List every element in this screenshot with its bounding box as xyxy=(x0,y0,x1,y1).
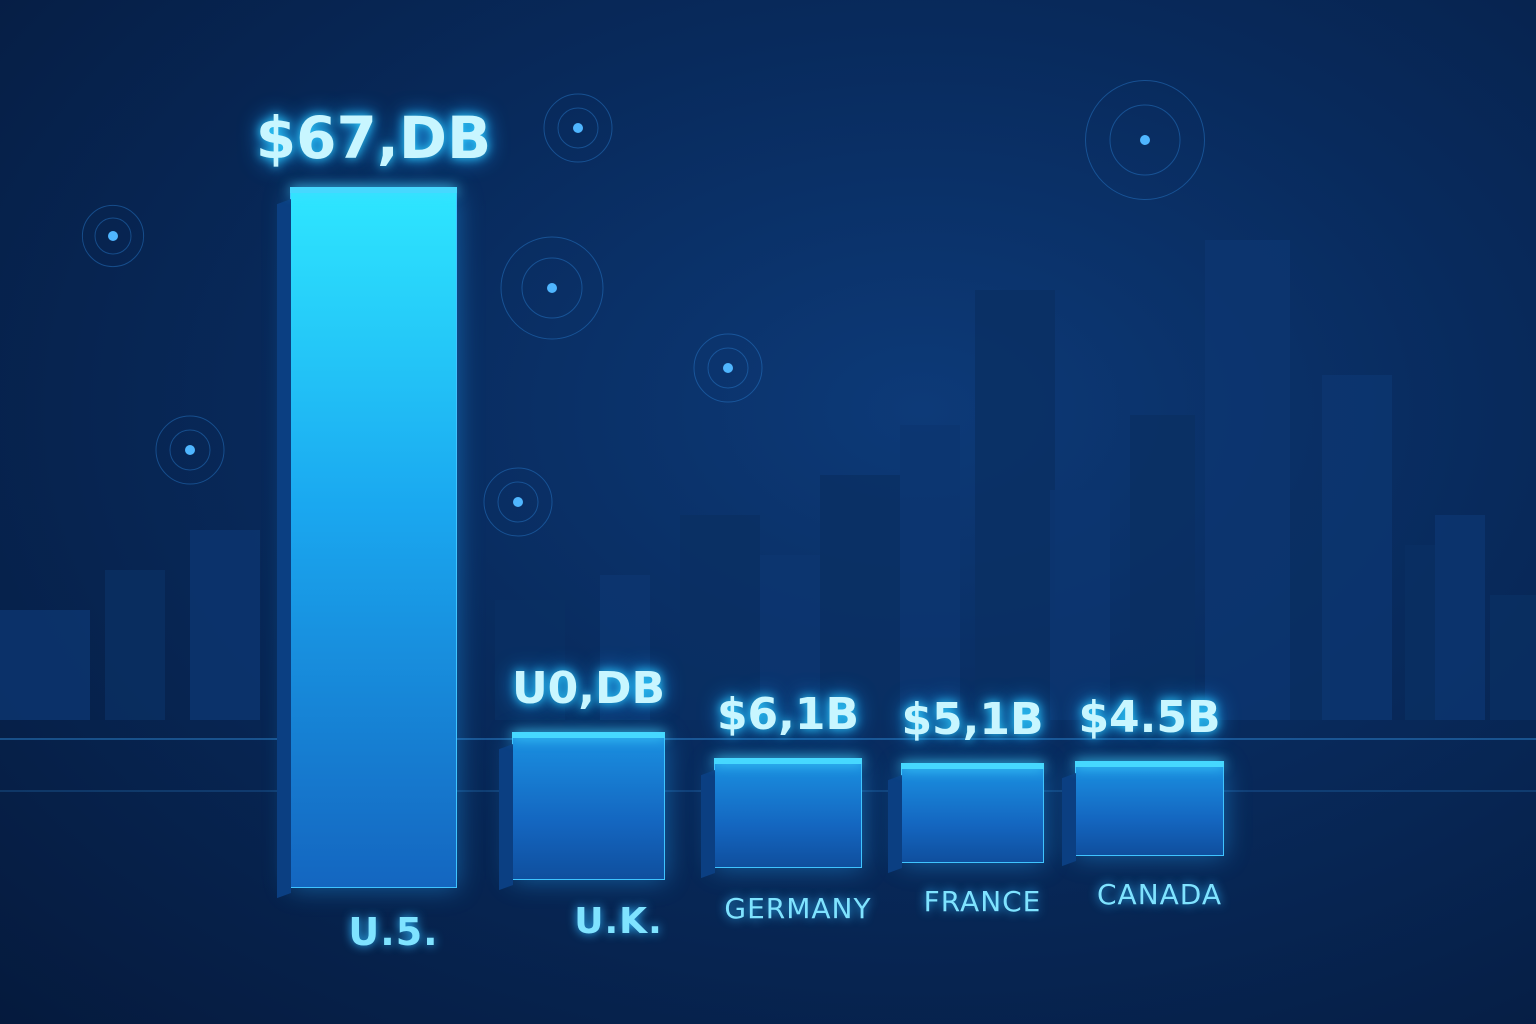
bar-france xyxy=(901,762,1044,863)
building-silhouette xyxy=(1050,490,1110,720)
decorative-ring xyxy=(483,467,553,537)
decorative-dot xyxy=(185,445,195,455)
decorative-ring xyxy=(1109,104,1181,176)
building-silhouette xyxy=(0,610,90,720)
building-silhouette xyxy=(680,515,760,720)
decorative-dot xyxy=(513,497,523,507)
value-label: $5,1B xyxy=(901,693,1044,745)
decorative-dot xyxy=(573,123,583,133)
floor-line xyxy=(0,738,1536,740)
decorative-dot xyxy=(547,283,557,293)
category-label: U.5. xyxy=(348,910,439,954)
category-label: CANADA xyxy=(1096,878,1223,911)
decorative-ring xyxy=(497,481,539,523)
building-silhouette xyxy=(105,570,165,720)
building-silhouette xyxy=(190,530,260,720)
decorative-ring xyxy=(543,93,613,163)
building-silhouette xyxy=(820,475,900,720)
category-label: U.K. xyxy=(574,901,663,942)
decorative-ring xyxy=(521,257,583,319)
bar-canada xyxy=(1075,761,1224,856)
decorative-dot xyxy=(723,363,733,373)
decorative-ring xyxy=(155,415,225,485)
decorative-ring xyxy=(169,429,211,471)
building-silhouette xyxy=(975,290,1055,720)
building-silhouette xyxy=(600,575,650,720)
decorative-ring xyxy=(1085,80,1205,200)
decorative-dot xyxy=(1140,135,1150,145)
decorative-ring xyxy=(500,236,604,340)
decorative-ring xyxy=(707,347,749,389)
building-silhouette xyxy=(1435,515,1485,720)
bar-germany xyxy=(714,757,862,868)
bar-u-5- xyxy=(290,187,457,888)
building-silhouette xyxy=(760,555,820,720)
value-label: $67,DB xyxy=(255,104,492,173)
decorative-ring xyxy=(693,333,763,403)
building-silhouette xyxy=(900,425,960,720)
building-silhouette xyxy=(1405,545,1435,720)
building-silhouette xyxy=(1205,240,1290,720)
building-silhouette xyxy=(1130,415,1195,720)
decorative-ring xyxy=(94,217,132,255)
category-label: GERMANY xyxy=(724,892,872,925)
building-silhouette xyxy=(1490,595,1536,720)
value-label: U0,DB xyxy=(511,663,666,714)
bar-u-k- xyxy=(512,732,665,880)
building-silhouette xyxy=(1322,375,1392,720)
building-silhouette xyxy=(495,600,565,720)
decorative-dot xyxy=(108,231,118,241)
decorative-ring xyxy=(81,204,145,268)
decorative-ring xyxy=(557,107,599,149)
category-label: FRANCE xyxy=(923,885,1042,918)
value-label: $4.5B xyxy=(1078,692,1221,744)
value-label: $6,1B xyxy=(716,688,860,740)
